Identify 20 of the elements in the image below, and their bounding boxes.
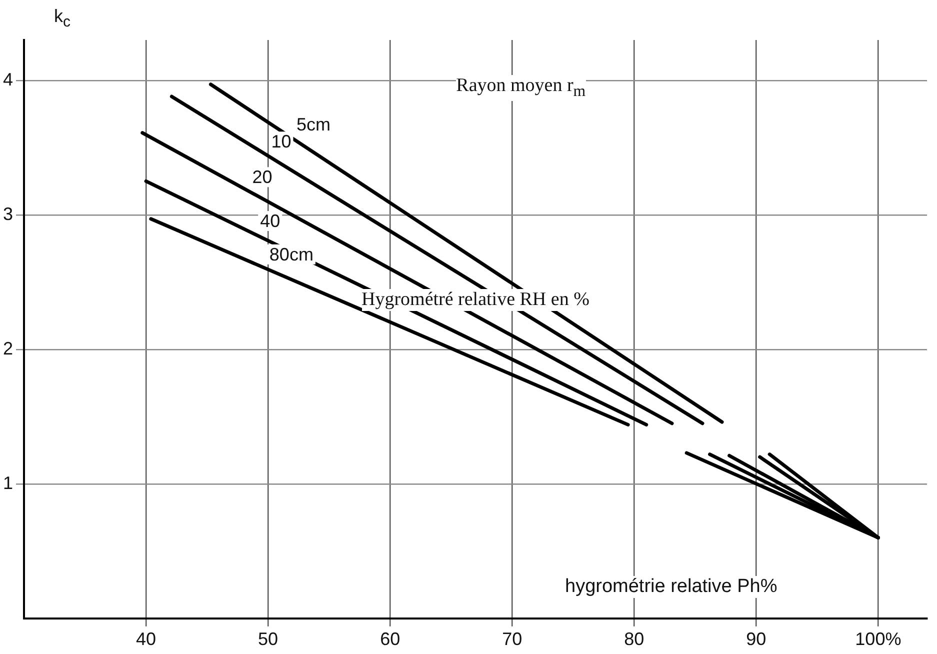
series-label: 40 — [260, 210, 280, 231]
annotation: Rayon moyen r$_{m}$ — [456, 74, 586, 100]
series-label: 20 — [252, 167, 272, 188]
y-axis-title: k$_{c}$ — [54, 6, 70, 31]
series-label: 5cm — [296, 114, 331, 135]
series-label: 10 — [271, 132, 292, 152]
y-tick-label: 4 — [2, 69, 14, 90]
x-tick-label: 40 — [136, 629, 156, 650]
x-tick-label: 90 — [746, 629, 766, 650]
x-tick-label: 80 — [624, 629, 644, 650]
x-tick-label: 60 — [380, 629, 400, 650]
y-tick-label: 2 — [2, 338, 14, 358]
y-tick-label: 1 — [2, 472, 14, 493]
x-tick-label: 70 — [502, 629, 522, 650]
x-axis-title: hygrométrie relative Ph% — [565, 576, 778, 598]
x-tick-label: 100% — [855, 629, 902, 650]
x-tick-label: 50 — [258, 629, 278, 650]
annotation: Hygrométré relative RH en % — [362, 288, 590, 311]
y-tick-label: 3 — [2, 204, 14, 224]
series-label: 80cm — [269, 244, 314, 264]
